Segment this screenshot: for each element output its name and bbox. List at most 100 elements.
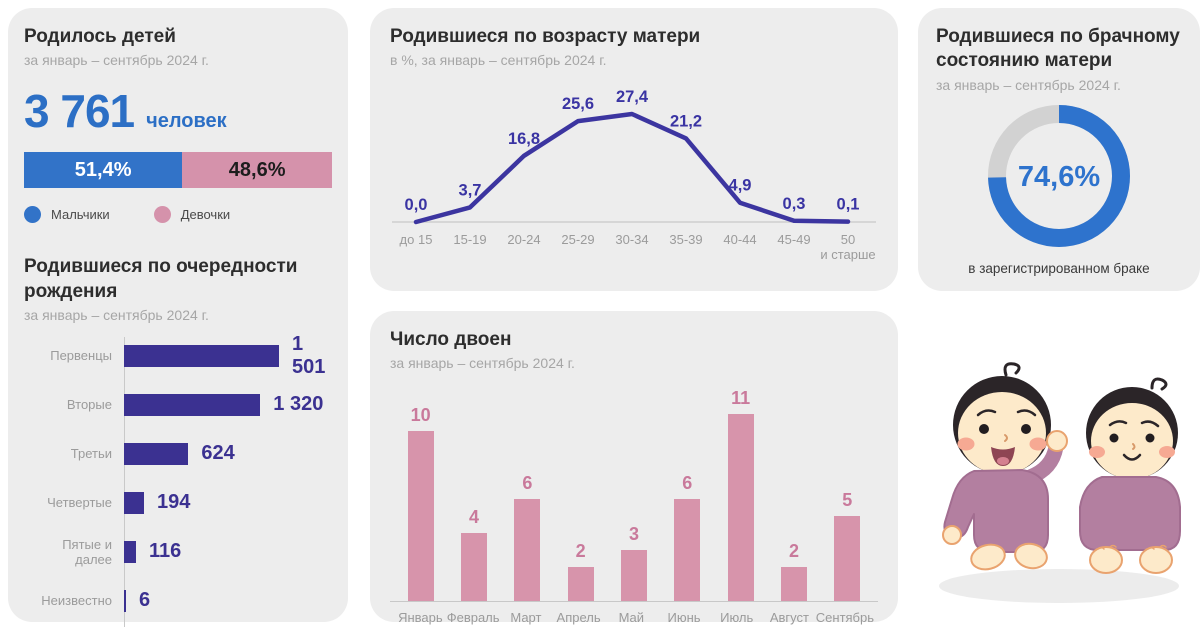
twins-bar [514,499,541,602]
birth-order-value: 194 [157,491,191,514]
age-point-label: 25,6 [562,95,594,113]
total-births-unit: человек [146,110,227,133]
baby-right [1079,377,1181,574]
birth-order-row: Четвертые 194 [24,491,332,514]
twins-value: 11 [731,388,751,409]
twins-month-label: Июль [720,610,754,626]
total-births-value-row: 3 761 человек [24,84,332,138]
age-tick-label: 40-44 [723,232,756,247]
age-point-label: 0,1 [837,196,860,214]
twins-bar [620,550,647,602]
birth-order-bar [124,540,136,563]
birth-order-value: 116 [148,540,182,563]
twins-column: 3 [607,524,660,602]
card-marital-status: Родившиеся по брачному состоянию матери … [918,8,1200,291]
age-tick-label: 50 [841,232,855,247]
twins-month-label: Март [510,610,542,626]
age-line-svg: 0,0 до 15 3,7 15-19 16,8 20-24 25,6 25-29 27,4 30… [392,88,876,262]
age-point-label: 4,9 [729,177,752,195]
twins-column: 5 [821,490,874,602]
mother-age-subtitle: в %, за январь – сентябрь 2024 г. [390,52,607,69]
birth-order-bar [124,589,126,612]
age-point-label: 27,4 [616,88,649,106]
birth-order-bar [124,344,279,367]
birth-order-category-label: Четвертые [47,495,112,511]
birth-order-value: 624 [201,442,235,465]
donut-center-value: 74,6% [1018,161,1100,193]
marital-donut-chart: 74,6% [936,97,1182,255]
marital-subtitle: за январь – сентябрь 2024 г. [936,76,1121,93]
twins-title: Число двоен [390,329,512,350]
age-tick-label: 15-19 [453,232,486,247]
birth-order-subtitle: за январь – сентябрь 2024 г. [24,306,209,323]
twins-column: 6 [501,473,554,602]
marital-caption: в зарегистрированном браке [968,260,1150,276]
twins-subtitle: за январь – сентябрь 2024 г. [390,355,575,372]
age-tick-label: 30-34 [615,232,648,247]
age-tick-label: 35-39 [669,232,702,247]
birth-order-row: Неизвестно 6 [24,589,332,612]
age-tick-label: и старше [820,247,875,262]
birth-order-value: 1 501 [292,332,326,378]
twins-month-label: Июнь [667,610,701,626]
birth-order-row: Первенцы 1 501 [24,333,332,378]
total-births-number: 3 761 [24,85,135,138]
birth-order-row: Третьи 624 [24,442,332,465]
age-tick-label: до 15 [400,232,433,247]
twins-value: 6 [682,473,693,494]
birth-order-row: Пятые и далее 116 [24,537,332,567]
boys-legend-dot-icon [24,206,41,224]
twins-value: 3 [628,524,639,545]
gender-legend: Мальчики Девочки [24,206,332,224]
age-point-label: 0,3 [783,195,806,213]
age-tick-label: 25-29 [561,232,594,247]
twins-bar [407,431,434,602]
twins-column: 2 [554,541,607,602]
twins-bar [780,567,807,602]
babies-svg [939,362,1181,603]
birth-order-bar-chart: Первенцы 1 501 Вторые 1 320 Третьи 624 Четверт… [24,333,332,627]
twins-bar [834,516,861,602]
birth-order-axis-line [124,336,125,627]
birth-order-bar [124,393,261,416]
twins-bar [674,499,701,602]
twins-column: 10 [394,405,447,602]
twins-value: 4 [468,507,479,528]
birth-order-category-label: Третьи [70,446,112,462]
twins-column: 11 [714,388,767,602]
twins-month-label: Сентябрь [815,610,875,626]
legend-item-girls: Девочки [153,206,230,224]
twins-column: 2 [767,541,820,602]
donut-value-arc [988,104,1130,247]
twins-month-label: Май [618,610,645,626]
twins-value: 10 [410,405,431,426]
twins-value: 2 [575,541,586,562]
card-mother-age: Родившиеся по возрасту матери в %, за ян… [370,8,898,291]
birth-order-bar [124,491,145,514]
age-tick-label: 45-49 [777,232,810,247]
twins-value: 2 [788,541,799,562]
marital-title: Родившиеся по брачному состоянию матери [936,26,1180,72]
birth-order-value: 6 [139,589,151,612]
age-line [413,112,851,225]
boys-legend-label: Мальчики [51,207,110,223]
age-point-label: 3,7 [459,182,482,200]
twins-month-label: Январь [398,610,443,626]
twins-month-label: Апрель [556,610,601,626]
birth-order-category-label: Вторые [66,397,112,413]
birth-order-category-label: Первенцы [50,348,112,364]
twins-illustration [918,305,1200,623]
twins-value: 6 [522,473,533,494]
age-tick-label: 20-24 [507,232,540,247]
twins-month-label: Август [769,610,809,626]
mother-age-line-chart: 0,0 до 15 3,7 15-19 16,8 20-24 25,6 25-29 27,4 30… [390,70,878,283]
gender-split-bar: 51,4% 48,6% [24,152,332,189]
twins-column: 4 [447,507,500,602]
girls-bar-segment: 48,6% [182,152,332,189]
mother-age-title: Родившиеся по возрасту матери [390,26,701,47]
birth-order-bar [124,442,189,465]
boys-bar-segment: 51,4% [24,152,183,189]
total-births-subtitle: за январь – сентябрь 2024 г. [24,52,209,69]
donut-svg: 74,6% [988,104,1130,247]
